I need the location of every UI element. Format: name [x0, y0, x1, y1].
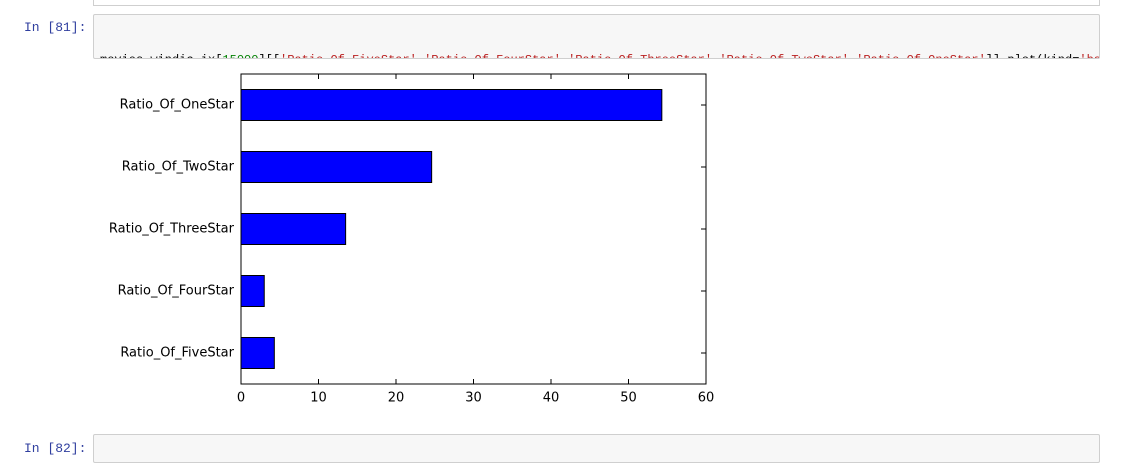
code-cell[interactable]: #.....经典烂片 — [93, 434, 1100, 463]
x-tick-label: 20 — [388, 391, 405, 406]
code-cell[interactable]: movies_windic.ix[15000][['Ratio_Of_FiveS… — [93, 14, 1100, 59]
y-tick-label: Ratio_Of_OneStar — [120, 98, 235, 113]
bar — [240, 213, 347, 245]
x-tick-label: 30 — [465, 391, 482, 406]
bar — [240, 89, 663, 121]
y-tick-label: Ratio_Of_FourStar — [118, 284, 235, 299]
cell-prompt: In [81]: — [24, 20, 87, 35]
y-tick-label: Ratio_Of_FiveStar — [120, 346, 234, 361]
bar — [240, 151, 433, 183]
plot-frame — [240, 73, 707, 385]
previous-cell-edge — [93, 0, 1100, 6]
bar — [240, 337, 275, 369]
y-tick-label: Ratio_Of_TwoStar — [122, 160, 235, 175]
x-tick-label: 0 — [237, 391, 245, 406]
cell-prompt: In [82]: — [24, 441, 87, 456]
code-line: movies_windic.ix[15000][['Ratio_Of_FiveS… — [100, 52, 1099, 58]
x-tick-label: 60 — [698, 391, 715, 406]
x-tick-label: 50 — [620, 391, 637, 406]
bar — [240, 275, 265, 307]
x-tick-label: 40 — [543, 391, 560, 406]
x-tick-label: 10 — [310, 391, 327, 406]
y-tick-label: Ratio_Of_ThreeStar — [109, 222, 235, 237]
